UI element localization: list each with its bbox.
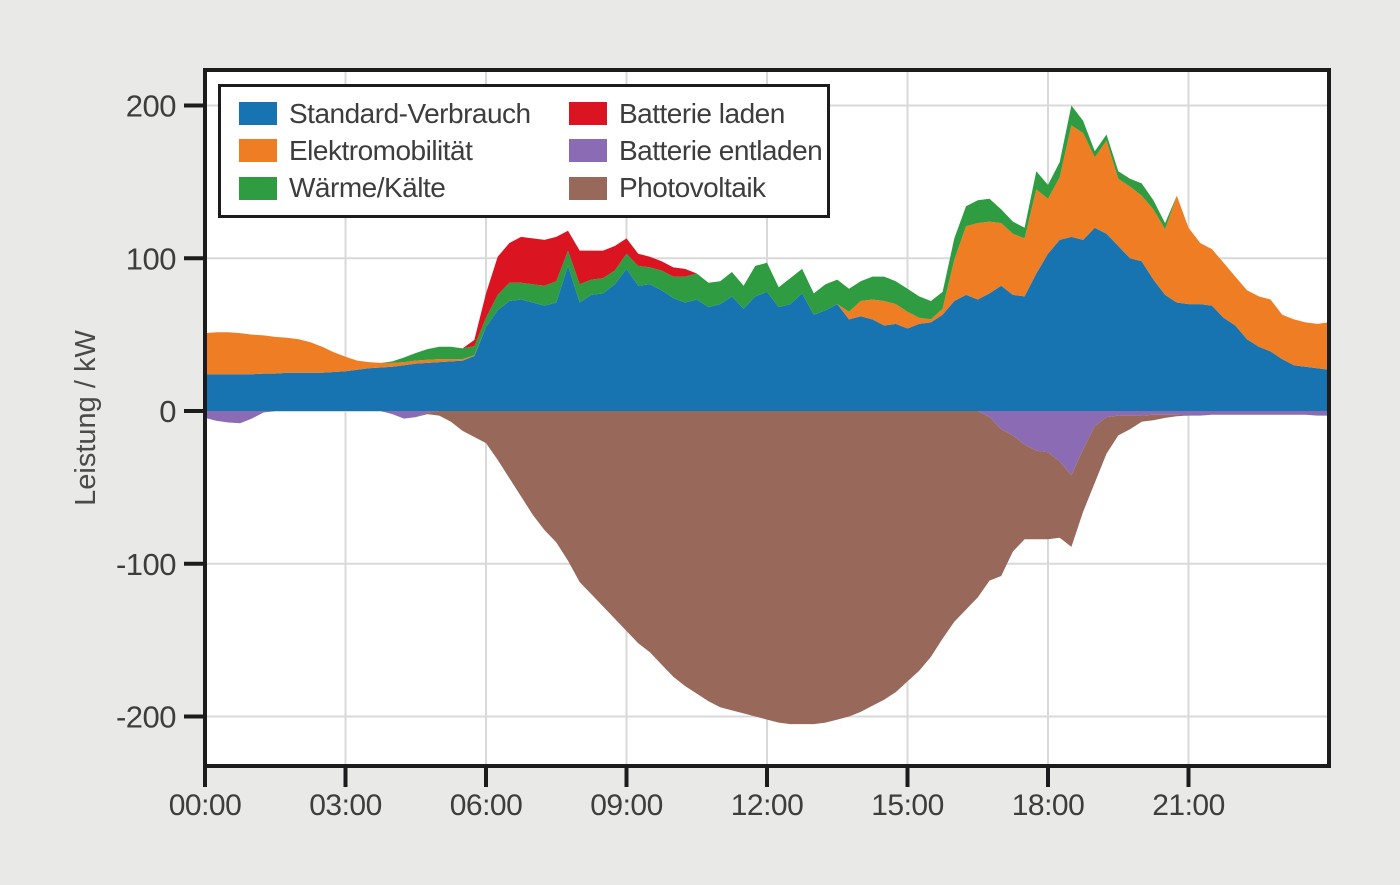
y-axis-title: Leistung / kW	[70, 330, 102, 506]
legend-item-waerme-kaelte: Wärme/Kälte	[239, 172, 569, 204]
x-tick-label-03:00: 03:00	[309, 789, 382, 822]
area-series-photovoltaik	[205, 411, 1329, 725]
legend-label: Photovoltaik	[619, 172, 766, 204]
legend-label: Elektromobilität	[289, 134, 473, 166]
x-tick-label-06:00: 06:00	[450, 789, 523, 822]
legend-item-standard-verbrauch: Standard-Verbrauch	[239, 98, 569, 130]
legend-item-batterie-entladen: Batterie entladen	[569, 135, 827, 167]
legend-label: Batterie entladen	[619, 134, 823, 166]
legend-item-batterie-laden: Batterie laden	[569, 98, 827, 130]
axes: 200 100 0 -100 -200 00:00 03:00 06:00 09:00 12:00…	[116, 89, 1225, 823]
x-tick-label-21:00: 21:00	[1152, 789, 1225, 822]
legend-label: Wärme/Kälte	[289, 172, 446, 204]
legend-swatch-icon	[239, 139, 277, 163]
stacked-areas	[205, 105, 1329, 725]
legend-label: Standard-Verbrauch	[289, 97, 531, 129]
area-series-batterie-entladen	[205, 411, 1329, 476]
legend-item-elektromobilitaet: Elektromobilität	[239, 135, 569, 167]
area-series-batterie-laden	[205, 105, 1329, 363]
legend-swatch-icon	[239, 176, 277, 200]
x-tick-label-00:00: 00:00	[169, 789, 242, 822]
y-tick-label-0: 0	[159, 394, 176, 429]
y-tick-label-100: 100	[126, 241, 176, 276]
legend-swatch-icon	[569, 176, 607, 200]
x-tick-label-18:00: 18:00	[1012, 789, 1085, 822]
plot-frame	[203, 68, 1331, 768]
legend-label: Batterie laden	[619, 97, 785, 129]
x-tick-label-12:00: 12:00	[731, 789, 804, 822]
legend-item-photovoltaik: Photovoltaik	[569, 172, 827, 204]
y-tick-label--100: -100	[116, 547, 176, 582]
y-tick-label--200: -200	[116, 700, 176, 735]
legend-swatch-icon	[239, 102, 277, 126]
x-tick-label-09:00: 09:00	[590, 789, 663, 822]
y-tick-label-200: 200	[126, 89, 176, 124]
legend-swatch-icon	[569, 102, 607, 126]
x-tick-label-15:00: 15:00	[871, 789, 944, 822]
area-series-standard-verbrauch	[205, 227, 1329, 411]
legend-swatch-icon	[569, 139, 607, 163]
area-series-elektromobilit-t	[205, 125, 1329, 375]
chart-legend: Standard-Verbrauch Elektromobilität Wärm…	[218, 84, 830, 218]
